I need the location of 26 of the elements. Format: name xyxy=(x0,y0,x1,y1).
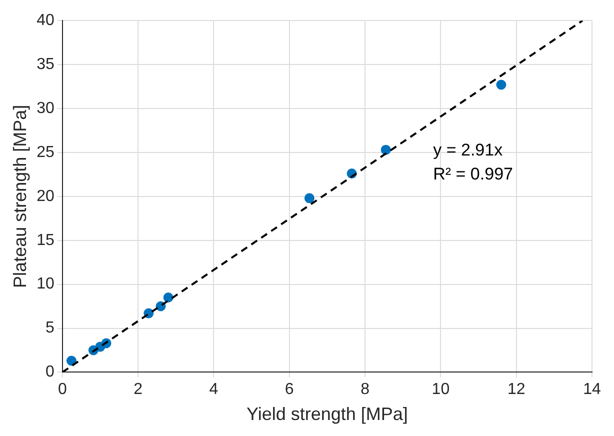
x-tick-label: 4 xyxy=(209,381,218,398)
y-tick-label: 0 xyxy=(45,364,54,381)
point xyxy=(304,193,314,204)
point xyxy=(496,80,506,90)
y-tick-label: 10 xyxy=(36,276,54,293)
y-tick-label: 25 xyxy=(36,144,54,161)
x-tick-label: 10 xyxy=(432,381,450,398)
point xyxy=(66,356,76,366)
y-tick-label: 5 xyxy=(45,320,54,337)
y-tick-label: 15 xyxy=(36,232,54,249)
x-axis-title: Yield strength [MPa] xyxy=(246,404,408,424)
annotation: y = 2.91x xyxy=(433,140,504,160)
x-tick-label: 12 xyxy=(507,381,526,398)
y-tick-label: 30 xyxy=(36,100,54,117)
y-tick-label: 20 xyxy=(36,188,54,205)
x-tick-label: 6 xyxy=(284,381,294,398)
y-tick-label: 35 xyxy=(36,56,54,73)
annotation: R² = 0.997 xyxy=(433,164,513,184)
x-tick-label: 8 xyxy=(360,381,370,398)
point xyxy=(163,292,174,302)
y-axis-title: Plateau strength [MPa] xyxy=(10,104,30,288)
point xyxy=(380,144,391,155)
x-tick-label: 2 xyxy=(134,381,143,398)
y-tick-label: 40 xyxy=(36,12,54,30)
x-tick-label: 14 xyxy=(583,381,601,398)
x-tick-label: 0 xyxy=(58,381,67,398)
